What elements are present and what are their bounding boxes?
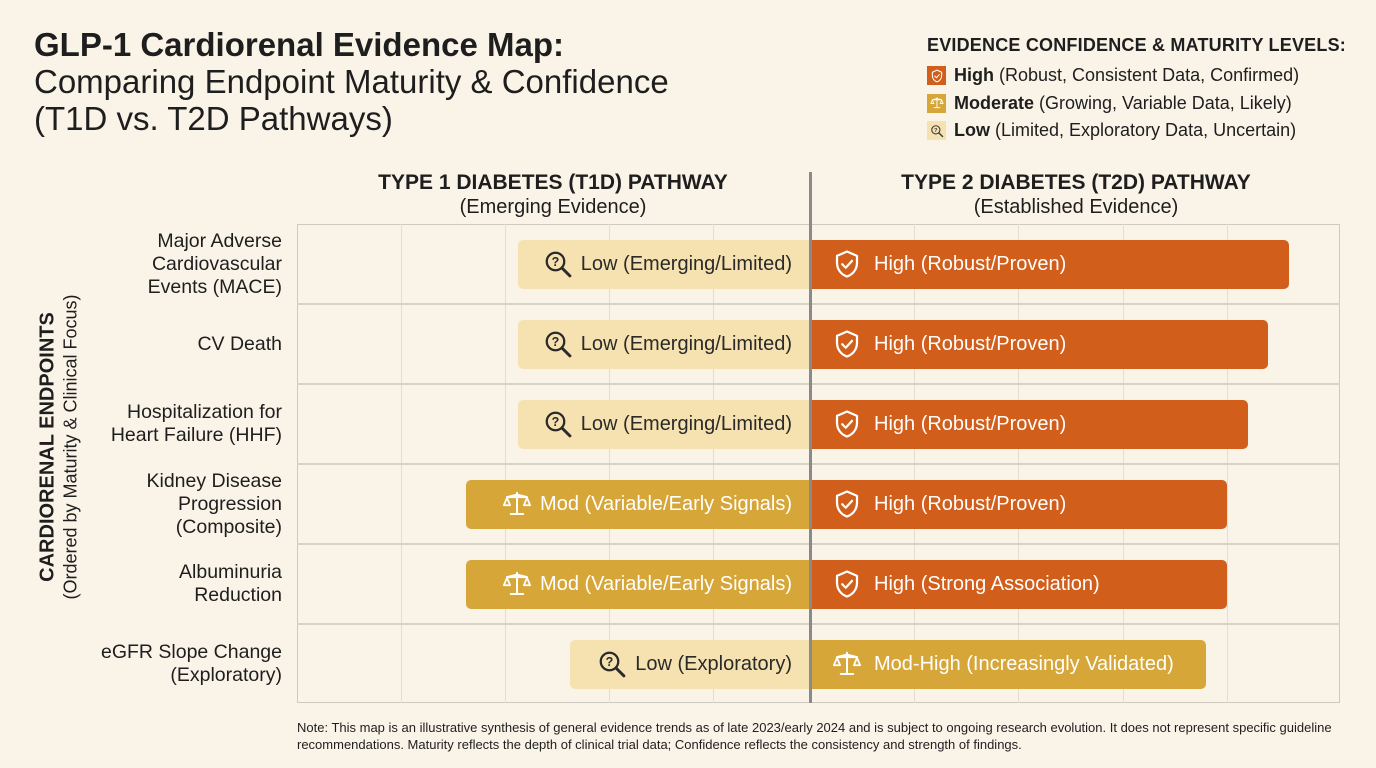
legend-level-label: High [954, 65, 994, 86]
t1d-bar: ? Low (Emerging/Limited) [518, 319, 810, 369]
row-separator [297, 303, 1340, 305]
t1d-bar: Mod (Variable/Early Signals) [466, 559, 810, 609]
shield-check-icon [832, 569, 862, 599]
bar-label: Low (Exploratory) [635, 652, 792, 675]
title-line-3: (T1D vs. T2D Pathways) [34, 100, 393, 137]
t2d-bar: High (Robust/Proven) [810, 319, 1269, 369]
bar-label: High (Strong Association) [874, 572, 1100, 595]
legend: EVIDENCE CONFIDENCE & MATURITY LEVELS: H… [927, 34, 1367, 145]
magnifier-question-icon: ? [543, 409, 573, 439]
magnifier-question-icon: ? [597, 649, 627, 679]
t1d-column-header: TYPE 1 DIABETES (T1D) PATHWAY (Emerging … [297, 170, 809, 219]
t2d-bar: High (Robust/Proven) [810, 479, 1227, 529]
shield-check-icon [927, 66, 946, 86]
magnifier-question-icon: ? [543, 329, 573, 359]
bar-label: High (Robust/Proven) [874, 332, 1067, 355]
bar-label: Low (Emerging/Limited) [580, 332, 792, 355]
legend-item-low: ? Low (Limited, Exploratory Data, Uncertai… [927, 117, 1367, 145]
legend-item-high: High (Robust, Consistent Data, Confirmed) [927, 62, 1367, 90]
scales-icon [927, 93, 946, 113]
t2d-bar: High (Robust/Proven) [810, 239, 1290, 289]
endpoint-label: Hospitalization for Heart Failure (HHF) [110, 401, 282, 446]
bar-label: High (Robust/Proven) [874, 412, 1067, 435]
pathway-divider [809, 172, 812, 703]
endpoint-label: Major Adverse Cardiovascular Events (MAC… [147, 229, 282, 298]
magnifier-question-icon: ? [543, 249, 573, 279]
t1d-column-title: TYPE 1 DIABETES (T1D) PATHWAY [378, 171, 728, 194]
svg-text:?: ? [606, 655, 614, 669]
scales-icon [832, 649, 862, 679]
bar-label: Mod (Variable/Early Signals) [540, 572, 792, 595]
t1d-column-subtitle: (Emerging Evidence) [459, 196, 647, 218]
scales-icon [502, 569, 532, 599]
endpoint-label: CV Death [197, 332, 282, 355]
t1d-bar: ? Low (Emerging/Limited) [518, 399, 810, 449]
endpoint-label: Kidney Disease Progression (Composite) [146, 469, 283, 538]
bar-label: High (Robust/Proven) [874, 252, 1067, 275]
bar-label: Low (Emerging/Limited) [580, 252, 792, 275]
legend-item-moderate: Moderate (Growing, Variable Data, Likely) [927, 90, 1367, 118]
legend-level-description: (Growing, Variable Data, Likely) [1039, 92, 1292, 113]
scales-icon [502, 489, 532, 519]
title-line-2: Comparing Endpoint Maturity & Confidence [34, 63, 669, 100]
t2d-bar: High (Robust/Proven) [810, 399, 1248, 449]
t2d-column-subtitle: (Established Evidence) [973, 196, 1179, 218]
legend-level-label: Moderate [954, 92, 1035, 113]
shield-check-icon [832, 489, 862, 519]
svg-text:?: ? [934, 128, 938, 134]
t1d-bar: ? Low (Emerging/Limited) [518, 239, 810, 289]
t1d-bar: ? Low (Exploratory) [570, 639, 810, 689]
svg-text:?: ? [551, 415, 559, 429]
bar-label: Low (Emerging/Limited) [580, 412, 792, 435]
t2d-bar: High (Strong Association) [810, 559, 1227, 609]
shield-check-icon [832, 409, 862, 439]
legend-heading: EVIDENCE CONFIDENCE & MATURITY LEVELS: [927, 35, 1346, 55]
title-line-1: GLP-1 Cardiorenal Evidence Map: [34, 26, 564, 63]
legend-level-description: (Limited, Exploratory Data, Uncertain) [995, 120, 1297, 141]
endpoint-label: eGFR Slope Change (Exploratory) [100, 641, 282, 686]
bar-label: Mod-High (Increasingly Validated) [874, 652, 1174, 675]
legend-level-description: (Robust, Consistent Data, Confirmed) [999, 65, 1300, 86]
row-separator [297, 543, 1340, 545]
t2d-column-title: TYPE 2 DIABETES (T2D) PATHWAY [901, 171, 1251, 194]
bar-label: Mod (Variable/Early Signals) [540, 492, 792, 515]
svg-text:?: ? [551, 255, 559, 269]
t2d-bar: Mod-High (Increasingly Validated) [810, 639, 1206, 689]
t2d-column-header: TYPE 2 DIABETES (T2D) PATHWAY (Establish… [812, 170, 1340, 219]
y-axis-label: CARDIORENAL ENDPOINTS [36, 312, 59, 582]
row-separator [297, 463, 1340, 465]
endpoint-label: Albuminuria Reduction [179, 561, 282, 606]
shield-check-icon [832, 329, 862, 359]
row-separator [297, 623, 1340, 625]
chart-title: GLP-1 Cardiorenal Evidence Map: Comparin… [34, 26, 669, 137]
footnote: Note: This map is an illustrative synthe… [297, 720, 1332, 752]
row-separator [297, 383, 1340, 385]
magnifier-question-icon: ? [927, 121, 946, 141]
svg-text:?: ? [551, 335, 559, 349]
t1d-bar: Mod (Variable/Early Signals) [466, 479, 810, 529]
bar-label: High (Robust/Proven) [874, 492, 1067, 515]
legend-level-label: Low [954, 120, 990, 141]
shield-check-icon [832, 249, 862, 279]
